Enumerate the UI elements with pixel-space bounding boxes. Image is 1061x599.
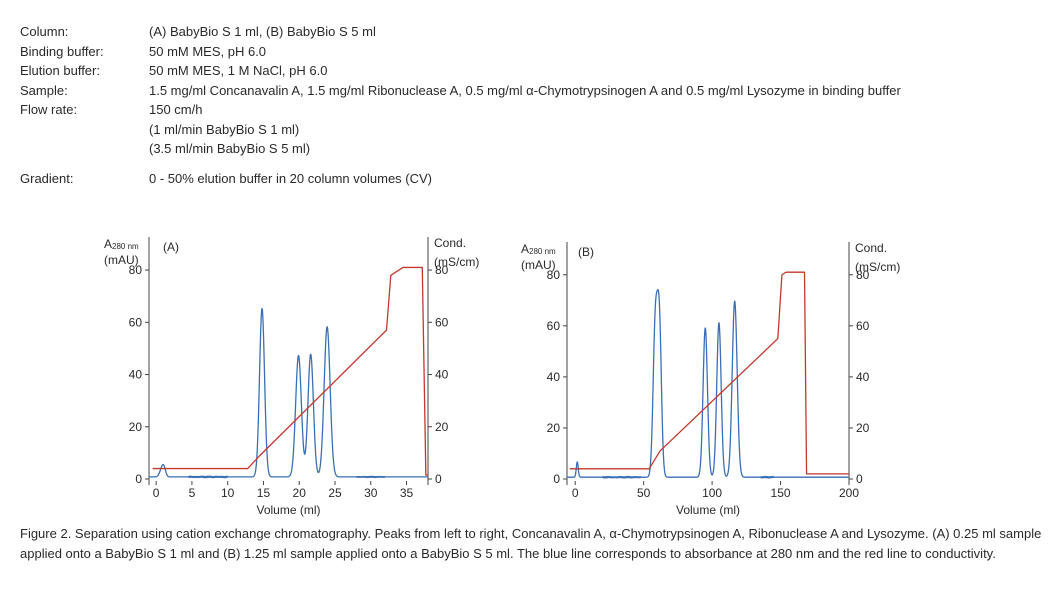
y2-axis-unit: (mS/cm) [434, 255, 479, 269]
y2-tick-label: 20 [856, 421, 870, 435]
x-tick-label: 5 [189, 486, 196, 500]
x-tick-label: 100 [702, 486, 722, 500]
parameter-label: Elution buffer: [20, 63, 100, 78]
chart-b: (B) A280 nm (mAU) Cond. (mS/cm) 0 20 40 60 80 0 20 4… [521, 241, 900, 517]
y2-tick-label: 80 [856, 268, 870, 282]
parameter-row: (1 ml/min BabyBio S 1 ml) [20, 120, 901, 140]
x-axis-label: Volume (ml) [256, 503, 320, 517]
parameter-value: (1 ml/min BabyBio S 1 ml) [149, 121, 300, 137]
y-axis-label: A280 nm [104, 237, 139, 251]
y2-tick-label: 0 [435, 472, 442, 486]
y-axis-unit: (mAU) [521, 258, 556, 272]
x-axis-label: Volume (ml) [676, 503, 740, 517]
absorbance-line [566, 288, 850, 479]
parameter-label: Binding buffer: [20, 43, 104, 59]
y-tick-label: 40 [129, 368, 143, 382]
parameter-value: 50 mM MES, 1 M NaCl, pH 6.0 [149, 63, 328, 78]
y2-axis-label: Cond. [434, 236, 466, 250]
conductivity-line [569, 271, 849, 475]
parameter-label: Column: [20, 24, 69, 39]
chart-a: (A) A280 nm (mAU) Cond. (mS/cm) 0 20 40 60 80 0 20 4… [104, 236, 479, 517]
parameter-value: 1.5 mg/ml Concanavalin A, 1.5 mg/ml Ribo… [149, 82, 901, 98]
absorbance-line [148, 307, 429, 479]
parameter-value: 0 - 50% elution buffer in 20 column volu… [149, 170, 433, 186]
y-axis-unit: (mAU) [104, 253, 139, 267]
x-tick-label: 0 [572, 486, 579, 500]
parameter-value: (A) BabyBio S 1 ml, (B) BabyBio S 5 ml [149, 24, 376, 39]
y2-tick-label: 60 [856, 319, 870, 333]
parameter-row: Sample: 1.5 mg/ml Concanavalin A, 1.5 mg/… [20, 81, 901, 101]
chromatogram-figure: (A) A280 nm (mAU) Cond. (mS/cm) 0 20 40 60 80 0 20 4… [104, 236, 900, 517]
parameter-value: 50 mM MES, pH 6.0 [149, 43, 267, 59]
parameter-row: Flow rate: 150 cm/h [20, 100, 901, 120]
y-tick-label: 40 [547, 370, 561, 384]
y-tick-label: 80 [129, 263, 143, 277]
conductivity-line [152, 266, 428, 476]
x-tick-label: 200 [839, 486, 859, 500]
x-tick-label: 15 [257, 486, 271, 500]
x-tick-label: 10 [221, 486, 235, 500]
panel-label: (A) [163, 240, 179, 254]
y2-tick-label: 40 [856, 370, 870, 384]
parameter-label: Flow rate: [20, 102, 78, 117]
y2-tick-label: 60 [435, 315, 449, 329]
y-tick-label: 20 [547, 421, 561, 435]
y-tick-label: 80 [547, 268, 561, 282]
y-tick-label: 60 [547, 319, 561, 333]
x-tick-label: 35 [400, 486, 414, 500]
y-axis-label: A280 nm [521, 242, 556, 256]
parameters-block: Column: (A) BabyBio S 1 ml, (B) BabyBio S… [20, 22, 901, 188]
y2-tick-label: 40 [435, 368, 449, 382]
y2-axis-label: Cond. [855, 241, 887, 255]
panel-label: (B) [578, 245, 594, 259]
x-tick-label: 30 [364, 486, 378, 500]
figure-caption: Figure 2. Separation using cation exchan… [20, 526, 1042, 561]
y-tick-label: 0 [553, 472, 560, 486]
x-tick-label: 25 [328, 486, 342, 500]
parameter-label: Gradient: [20, 170, 74, 186]
y-tick-label: 60 [129, 315, 143, 329]
y2-axis-unit: (mS/cm) [855, 260, 900, 274]
x-tick-label: 50 [637, 486, 651, 500]
y-tick-label: 20 [129, 420, 143, 434]
x-tick-label: 20 [293, 486, 307, 500]
parameter-row: Column: (A) BabyBio S 1 ml, (B) BabyBio S… [20, 22, 901, 42]
y-tick-label: 0 [135, 472, 142, 486]
parameter-label: Sample: [20, 82, 68, 98]
parameter-row: Binding buffer: 50 mM MES, pH 6.0 [20, 42, 901, 62]
parameter-value: (3.5 ml/min BabyBio S 5 ml) [149, 141, 311, 156]
parameter-row: (3.5 ml/min BabyBio S 5 ml) [20, 139, 901, 159]
y2-tick-label: 80 [435, 263, 449, 277]
x-tick-label: 0 [153, 486, 160, 500]
parameter-row: Gradient: 0 - 50% elution buffer in 20 co… [20, 169, 901, 189]
y2-tick-label: 0 [856, 472, 863, 486]
x-tick-label: 150 [771, 486, 791, 500]
parameter-row: Elution buffer: 50 mM MES, 1 M NaCl, pH 6… [20, 61, 901, 81]
y2-tick-label: 20 [435, 420, 449, 434]
parameter-value: 150 cm/h [149, 102, 203, 117]
